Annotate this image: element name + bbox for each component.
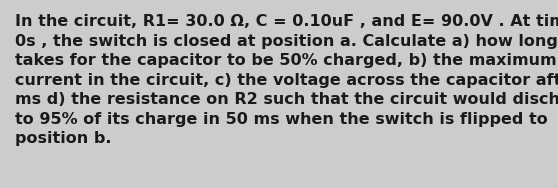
Text: In the circuit, R1= 30.0 Ω, C = 0.10uF , and E= 90.0V . At time =
0s , the switc: In the circuit, R1= 30.0 Ω, C = 0.10uF ,… (15, 14, 558, 146)
